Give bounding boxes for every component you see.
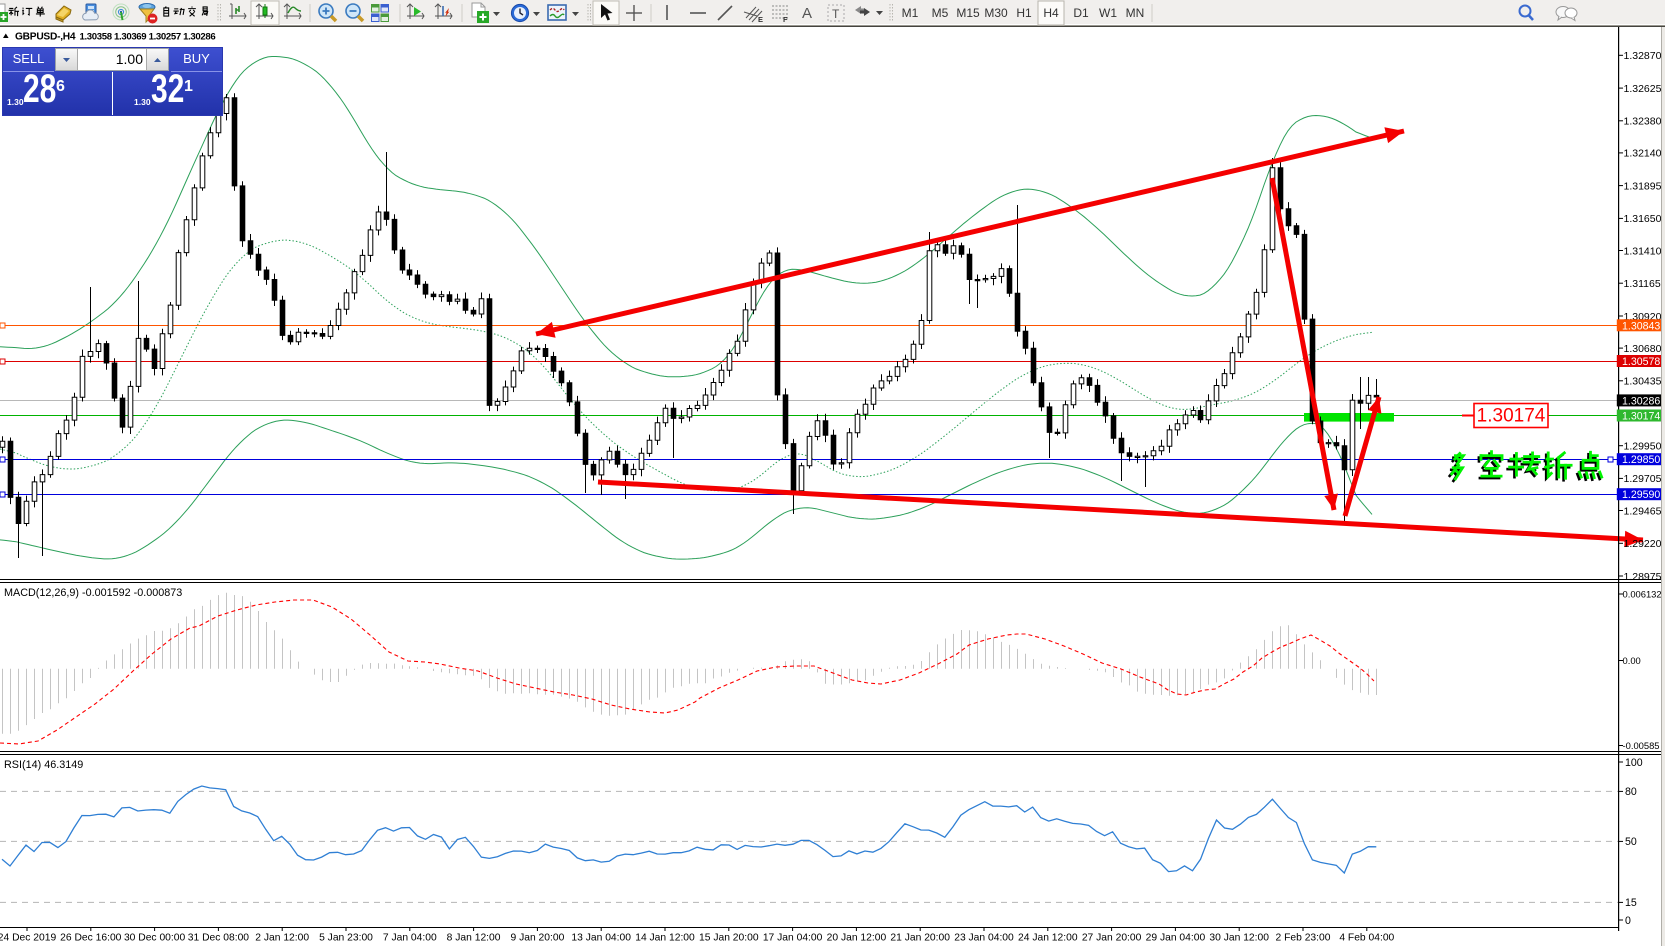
svg-text:0.006132: 0.006132 [1623, 589, 1662, 600]
svg-text:15 Jan 20:00: 15 Jan 20:00 [699, 933, 759, 944]
svg-text:-0.00585: -0.00585 [1623, 740, 1660, 751]
svg-text:1.29950: 1.29950 [1624, 441, 1662, 453]
svg-text:1.31650: 1.31650 [1624, 213, 1662, 225]
svg-text:1.30435: 1.30435 [1624, 376, 1662, 388]
svg-text:17 Jan 04:00: 17 Jan 04:00 [763, 933, 823, 944]
svg-text:M15: M15 [956, 6, 980, 20]
svg-text:100: 100 [1625, 757, 1643, 769]
svg-text:M5: M5 [932, 6, 949, 20]
svg-text:1.31410: 1.31410 [1624, 245, 1662, 257]
svg-text:4 Feb 04:00: 4 Feb 04:00 [1339, 933, 1394, 944]
svg-text:1.29465: 1.29465 [1624, 505, 1662, 517]
svg-text:7 Jan 04:00: 7 Jan 04:00 [383, 933, 437, 944]
svg-text:1.29850: 1.29850 [1622, 454, 1660, 466]
svg-text:M30: M30 [984, 6, 1008, 20]
svg-text:1.32625: 1.32625 [1624, 83, 1662, 95]
svg-text:27 Jan 20:00: 27 Jan 20:00 [1082, 933, 1142, 944]
svg-text:GBPUSD-,H4: GBPUSD-,H4 [15, 32, 76, 43]
svg-text:15: 15 [1625, 897, 1637, 909]
svg-text:24 Dec 2019: 24 Dec 2019 [0, 933, 56, 944]
svg-text:1.31165: 1.31165 [1624, 278, 1661, 290]
svg-text:20 Jan 12:00: 20 Jan 12:00 [827, 933, 887, 944]
svg-text:1.32380: 1.32380 [1624, 116, 1662, 128]
svg-text:50: 50 [1625, 836, 1637, 848]
svg-text:30 Jan 12:00: 30 Jan 12:00 [1209, 933, 1269, 944]
svg-text:MACD(12,26,9) -0.001592 -0.000: MACD(12,26,9) -0.001592 -0.000873 [4, 587, 182, 599]
svg-text:2 Jan 12:00: 2 Jan 12:00 [255, 933, 309, 944]
svg-text:24 Jan 12:00: 24 Jan 12:00 [1018, 933, 1078, 944]
svg-text:A: A [802, 5, 812, 22]
svg-text:RSI(14) 46.3149: RSI(14) 46.3149 [4, 759, 83, 771]
svg-text:H1: H1 [1016, 6, 1032, 20]
svg-text:1.29705: 1.29705 [1624, 473, 1662, 485]
svg-text:1.29590: 1.29590 [1622, 489, 1660, 501]
svg-text:26 Dec 16:00: 26 Dec 16:00 [60, 933, 122, 944]
svg-text:D1: D1 [1073, 6, 1089, 20]
svg-text:1.32140: 1.32140 [1624, 148, 1662, 160]
svg-text:13 Jan 04:00: 13 Jan 04:00 [571, 933, 631, 944]
svg-text:1.30174: 1.30174 [1477, 406, 1546, 427]
svg-text:W1: W1 [1099, 6, 1117, 20]
svg-text:T: T [832, 7, 840, 21]
svg-text:31 Dec 08:00: 31 Dec 08:00 [188, 933, 250, 944]
svg-text:80: 80 [1625, 786, 1637, 798]
svg-text:F: F [783, 15, 788, 24]
svg-text:9 Jan 20:00: 9 Jan 20:00 [510, 933, 564, 944]
svg-text:1.30286: 1.30286 [1622, 395, 1660, 407]
svg-text:1.31895: 1.31895 [1624, 180, 1662, 192]
svg-text:0.00: 0.00 [1623, 655, 1641, 666]
svg-text:MN: MN [1126, 6, 1145, 20]
svg-text:1.28975: 1.28975 [1624, 571, 1662, 583]
svg-text:1.32870: 1.32870 [1624, 50, 1662, 62]
svg-text:30 Dec 00:00: 30 Dec 00:00 [124, 933, 186, 944]
svg-text:1.30578: 1.30578 [1622, 356, 1660, 368]
svg-text:21 Jan 20:00: 21 Jan 20:00 [890, 933, 950, 944]
svg-text:2 Feb 23:00: 2 Feb 23:00 [1276, 933, 1331, 944]
svg-text:23 Jan 04:00: 23 Jan 04:00 [954, 933, 1014, 944]
svg-text:0: 0 [1625, 915, 1631, 927]
svg-text:1.29220: 1.29220 [1624, 538, 1662, 550]
svg-text:29 Jan 04:00: 29 Jan 04:00 [1146, 933, 1206, 944]
svg-text:H4: H4 [1043, 6, 1059, 20]
svg-text:5 Jan 23:00: 5 Jan 23:00 [319, 933, 373, 944]
svg-text:1.30174: 1.30174 [1622, 411, 1660, 423]
svg-text:M1: M1 [902, 6, 919, 20]
svg-text:1.30843: 1.30843 [1622, 320, 1660, 332]
svg-text:E: E [758, 15, 763, 24]
svg-text:1.30358 1.30369 1.30257 1.3028: 1.30358 1.30369 1.30257 1.30286 [80, 31, 216, 42]
svg-text:1.30680: 1.30680 [1624, 343, 1662, 355]
svg-text:14 Jan 12:00: 14 Jan 12:00 [635, 933, 695, 944]
svg-text:8 Jan 12:00: 8 Jan 12:00 [447, 933, 501, 944]
